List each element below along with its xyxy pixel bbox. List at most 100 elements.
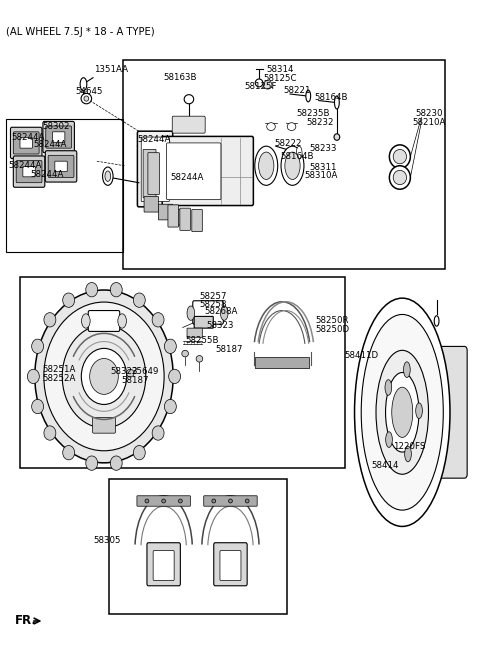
Bar <box>109 479 287 614</box>
Text: 58232: 58232 <box>307 117 334 126</box>
FancyBboxPatch shape <box>16 160 42 183</box>
FancyBboxPatch shape <box>20 138 33 148</box>
Text: 58230: 58230 <box>416 109 443 118</box>
Text: 58305: 58305 <box>93 536 120 545</box>
FancyBboxPatch shape <box>93 417 116 433</box>
Text: 58414: 58414 <box>371 461 399 470</box>
Ellipse shape <box>334 134 340 140</box>
Text: 58244A: 58244A <box>34 140 67 149</box>
Ellipse shape <box>63 293 75 307</box>
FancyBboxPatch shape <box>144 196 158 212</box>
Ellipse shape <box>255 146 278 185</box>
Text: 58268A: 58268A <box>204 307 238 316</box>
Ellipse shape <box>376 350 429 474</box>
Text: 58250R: 58250R <box>315 316 349 326</box>
Text: 1220FS: 1220FS <box>393 441 425 451</box>
Bar <box>123 60 445 269</box>
FancyBboxPatch shape <box>439 346 467 478</box>
Text: (AL WHEEL 7.5J * 18 - A TYPE): (AL WHEEL 7.5J * 18 - A TYPE) <box>6 27 155 37</box>
Ellipse shape <box>285 152 300 179</box>
Ellipse shape <box>393 170 407 185</box>
Ellipse shape <box>118 314 126 328</box>
Ellipse shape <box>267 122 276 130</box>
Ellipse shape <box>405 446 411 462</box>
Ellipse shape <box>84 96 89 101</box>
FancyBboxPatch shape <box>55 161 67 172</box>
Ellipse shape <box>404 362 410 377</box>
FancyBboxPatch shape <box>137 496 191 506</box>
Ellipse shape <box>389 145 410 168</box>
FancyBboxPatch shape <box>45 151 77 182</box>
Ellipse shape <box>32 400 44 414</box>
FancyBboxPatch shape <box>43 121 74 153</box>
FancyBboxPatch shape <box>13 156 45 187</box>
Ellipse shape <box>184 95 194 103</box>
Ellipse shape <box>385 432 392 447</box>
Ellipse shape <box>168 369 180 384</box>
Ellipse shape <box>306 90 311 102</box>
Text: 58250D: 58250D <box>315 325 349 334</box>
Ellipse shape <box>81 348 127 404</box>
FancyBboxPatch shape <box>162 136 253 206</box>
FancyBboxPatch shape <box>192 210 202 232</box>
Ellipse shape <box>361 314 444 510</box>
Ellipse shape <box>32 339 44 354</box>
FancyBboxPatch shape <box>11 127 42 159</box>
Ellipse shape <box>259 152 274 179</box>
Text: 58258: 58258 <box>199 299 227 309</box>
FancyBboxPatch shape <box>180 208 191 231</box>
Text: 58163B: 58163B <box>164 73 197 82</box>
Ellipse shape <box>86 456 98 470</box>
Text: 58257: 58257 <box>199 291 227 301</box>
Ellipse shape <box>335 96 339 109</box>
Ellipse shape <box>385 373 419 452</box>
Text: 58244A: 58244A <box>11 132 44 141</box>
Text: 58244A: 58244A <box>30 170 63 179</box>
FancyBboxPatch shape <box>214 543 247 586</box>
Text: 58314: 58314 <box>266 65 294 74</box>
FancyBboxPatch shape <box>204 496 257 506</box>
Ellipse shape <box>264 81 272 89</box>
Text: 58164B: 58164B <box>281 152 314 161</box>
Ellipse shape <box>152 426 164 440</box>
Text: 54645: 54645 <box>75 87 103 96</box>
Ellipse shape <box>255 79 263 87</box>
FancyBboxPatch shape <box>13 132 39 154</box>
Text: 58323: 58323 <box>110 367 138 377</box>
Text: 58221: 58221 <box>283 86 311 95</box>
Ellipse shape <box>182 350 189 357</box>
FancyBboxPatch shape <box>23 166 35 177</box>
Ellipse shape <box>82 314 90 328</box>
Text: FR.: FR. <box>15 614 37 627</box>
Ellipse shape <box>389 166 410 189</box>
Ellipse shape <box>126 369 134 377</box>
Ellipse shape <box>245 499 249 503</box>
Ellipse shape <box>112 367 118 373</box>
Ellipse shape <box>281 146 304 185</box>
Ellipse shape <box>105 171 111 181</box>
Ellipse shape <box>162 499 166 503</box>
FancyBboxPatch shape <box>46 126 72 148</box>
Ellipse shape <box>62 325 146 428</box>
FancyBboxPatch shape <box>255 358 310 369</box>
Ellipse shape <box>81 94 92 103</box>
Text: 58222: 58222 <box>275 139 302 148</box>
Text: 58125C: 58125C <box>263 74 297 83</box>
FancyBboxPatch shape <box>141 137 169 202</box>
FancyBboxPatch shape <box>148 153 159 195</box>
Ellipse shape <box>164 339 176 354</box>
FancyBboxPatch shape <box>48 155 74 178</box>
Ellipse shape <box>44 302 164 451</box>
Ellipse shape <box>110 282 122 297</box>
Text: 58235B: 58235B <box>296 109 330 118</box>
Ellipse shape <box>187 306 195 320</box>
Ellipse shape <box>179 499 182 503</box>
Ellipse shape <box>296 146 302 159</box>
FancyBboxPatch shape <box>168 205 179 227</box>
Text: 58233: 58233 <box>309 143 336 153</box>
FancyBboxPatch shape <box>88 310 120 331</box>
Text: 58244A: 58244A <box>9 161 42 170</box>
Ellipse shape <box>220 306 228 320</box>
Text: 58411D: 58411D <box>344 351 378 360</box>
Ellipse shape <box>110 456 122 470</box>
